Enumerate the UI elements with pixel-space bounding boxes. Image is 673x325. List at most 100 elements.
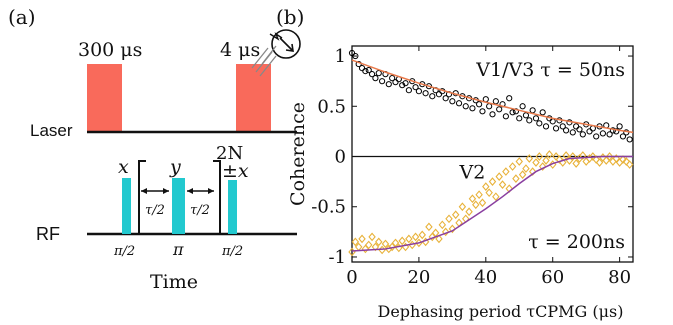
data-point-v1v3 xyxy=(619,133,627,140)
plot-frame xyxy=(351,45,634,263)
tau-half-right: τ/2 xyxy=(190,203,210,218)
data-point-v1v3 xyxy=(479,108,486,115)
data-point-v1v3 xyxy=(519,103,526,110)
data-point-v1v3 xyxy=(536,120,543,127)
y-tick-label: 0 xyxy=(335,147,346,168)
data-point-v2 xyxy=(515,157,523,166)
data-point-v1v3 xyxy=(362,68,369,75)
data-point-v1v3 xyxy=(532,115,540,122)
rf-pulse-pi xyxy=(172,178,185,234)
y-tick-label: -1 xyxy=(328,247,346,268)
pulse2-duration: 4 μs xyxy=(220,39,260,61)
laser-pulse-init xyxy=(87,64,122,132)
data-point-v2 xyxy=(522,164,530,173)
data-point-v1v3 xyxy=(422,90,429,97)
data-point-v1v3 xyxy=(489,111,496,118)
data-point-v2 xyxy=(512,174,520,183)
data-point-v2 xyxy=(542,156,550,165)
tau-half-arrow-right xyxy=(187,188,214,194)
data-point-v2 xyxy=(619,155,627,164)
data-point-v1v3 xyxy=(529,107,536,114)
data-point-v1v3 xyxy=(569,129,576,136)
data-point-v1v3 xyxy=(375,70,382,77)
data-point-v1v3 xyxy=(552,125,560,132)
data-point-v2 xyxy=(418,230,426,240)
data-point-v1v3 xyxy=(486,103,493,110)
data-point-v1v3 xyxy=(365,67,372,74)
data-point-v2 xyxy=(448,224,457,234)
data-point-v1v3 xyxy=(492,98,499,105)
data-point-v2 xyxy=(488,177,497,186)
data-point-v2 xyxy=(388,242,396,252)
y-axis-label: Coherence xyxy=(287,102,309,206)
data-point-v2 xyxy=(368,232,376,242)
data-point-v2 xyxy=(361,244,370,254)
x-tick-label: 0 xyxy=(346,267,357,288)
rf-phase-x: x xyxy=(118,156,129,178)
x-tick-label: 20 xyxy=(407,267,430,288)
data-point-v2 xyxy=(458,202,467,212)
data-point-v2 xyxy=(545,150,554,159)
data-point-v2 xyxy=(375,237,383,247)
repeat-count: 2N xyxy=(216,143,243,164)
data-point-v2 xyxy=(472,200,480,210)
data-point-v1v3 xyxy=(379,78,386,85)
data-point-v2 xyxy=(569,152,577,161)
data-point-v1v3 xyxy=(389,75,396,82)
data-point-v1v3 xyxy=(372,75,379,82)
data-point-v1v3 xyxy=(626,136,633,143)
data-point-v2 xyxy=(482,182,490,191)
time-axis-label: Time xyxy=(150,271,198,293)
x-tick-label: 60 xyxy=(541,267,564,288)
data-point-v2 xyxy=(555,155,564,164)
data-point-v2 xyxy=(371,242,380,252)
data-point-v1v3 xyxy=(539,109,546,116)
data-point-v1v3 xyxy=(606,131,613,138)
y-tick-label: 0.5 xyxy=(317,96,346,117)
x-tick-label: 40 xyxy=(474,267,497,288)
data-point-v1v3 xyxy=(455,100,463,107)
pulse1-duration: 300 μs xyxy=(78,39,142,61)
data-point-v2 xyxy=(468,194,477,204)
data-point-v1v3 xyxy=(462,103,469,110)
data-point-v1v3 xyxy=(429,93,436,100)
data-point-v2 xyxy=(465,207,473,217)
y-tick-label: 1 xyxy=(335,46,346,67)
data-point-v1v3 xyxy=(502,113,509,120)
data-point-v1v3 xyxy=(399,82,406,89)
data-point-v2 xyxy=(398,236,406,246)
data-point-v1v3 xyxy=(506,95,513,102)
data-point-v2 xyxy=(579,151,587,160)
x-tick-label: 80 xyxy=(608,267,631,288)
data-point-v2 xyxy=(572,159,580,168)
data-point-v2 xyxy=(498,180,507,189)
data-point-v1v3 xyxy=(579,131,586,138)
data-point-v1v3 xyxy=(516,115,523,122)
data-point-v1v3 xyxy=(542,123,550,130)
rf-label-pi: π xyxy=(172,240,184,259)
data-point-v1v3 xyxy=(442,95,449,102)
data-point-v2 xyxy=(589,152,597,161)
data-point-v2 xyxy=(381,239,390,249)
data-point-v1v3 xyxy=(509,109,516,116)
fit-line xyxy=(351,155,633,252)
data-point-v2 xyxy=(358,234,366,244)
data-point-v1v3 xyxy=(476,101,483,108)
data-point-v1v3 xyxy=(512,108,520,115)
data-point-v1v3 xyxy=(402,80,409,87)
data-point-v2 xyxy=(495,172,503,181)
data-point-v2 xyxy=(451,210,460,220)
data-point-v2 xyxy=(351,237,360,247)
annotation-v1v3: V1/V3 τ = 50ns xyxy=(475,59,625,81)
data-point-v2 xyxy=(365,240,373,250)
rf-phase-final: ±x xyxy=(222,160,249,182)
data-point-v2 xyxy=(425,222,433,232)
data-point-v2 xyxy=(602,156,610,165)
data-point-v2 xyxy=(485,188,493,198)
data-point-v2 xyxy=(478,198,487,208)
data-point-v1v3 xyxy=(449,98,456,105)
laser-row-label: Laser xyxy=(30,121,73,140)
data-point-v2 xyxy=(605,152,614,161)
rf-pulse-pi2-first xyxy=(122,178,131,234)
